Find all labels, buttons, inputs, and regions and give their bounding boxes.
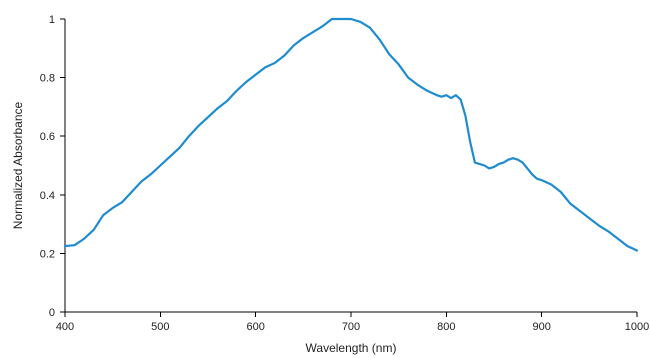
- y-axis-title: Normalized Absorbance: [11, 101, 25, 229]
- series-layer: [63, 17, 639, 252]
- y-tick-label: 0.4: [40, 190, 55, 202]
- x-tick-label: 900: [532, 321, 550, 333]
- x-tick-label: 600: [246, 321, 264, 333]
- y-tick-label: 0.8: [40, 73, 55, 85]
- x-tick-label: 400: [56, 321, 74, 333]
- x-tick-label: 1000: [625, 321, 649, 333]
- y-axis-ticks: 0 0.2 0.4 0.6 0.8 1: [40, 14, 65, 319]
- x-tick-label: 700: [342, 321, 360, 333]
- y-tick-label: 1: [49, 14, 55, 26]
- x-axis-ticks: 400 500 600 700 800 900 1000: [56, 312, 649, 333]
- x-axis-title: Wavelength (nm): [306, 341, 397, 355]
- axes: [64, 19, 637, 313]
- y-tick-label: 0.6: [40, 131, 55, 143]
- series-line-0: [63, 17, 639, 252]
- x-tick-label: 800: [437, 321, 455, 333]
- y-tick-label: 0.2: [40, 248, 55, 260]
- y-tick-label: 0: [49, 307, 55, 319]
- x-tick-label: 500: [151, 321, 169, 333]
